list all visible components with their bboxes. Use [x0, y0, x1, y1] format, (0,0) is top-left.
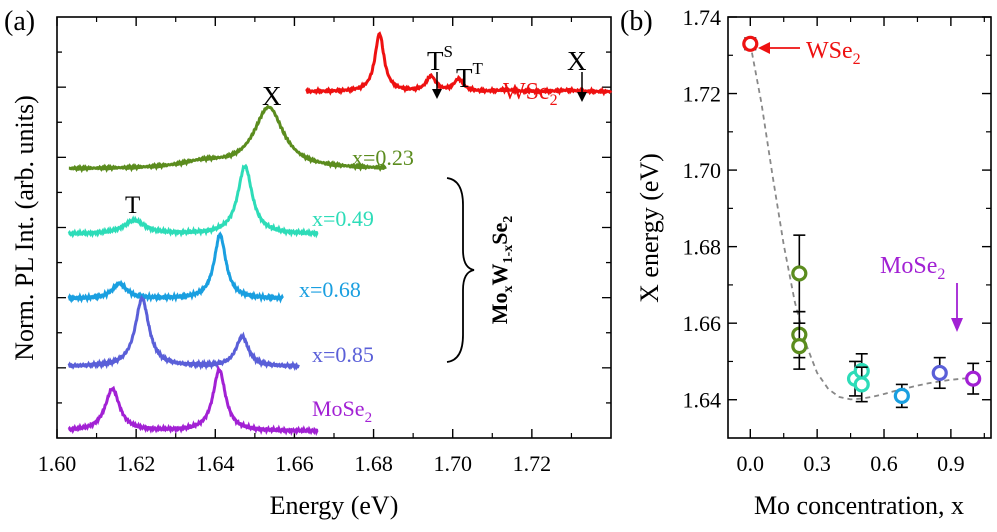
panel-a-label: (a) [4, 6, 35, 37]
panel-b-data-points [742, 35, 982, 409]
data-marker [931, 364, 948, 382]
fit-curve-line [749, 43, 974, 401]
data-marker [791, 265, 808, 282]
y-tick-label: 1.68 [683, 235, 722, 260]
spectrum-line [305, 31, 613, 97]
x-tick-label: 1.62 [117, 451, 156, 476]
data-point [791, 234, 808, 313]
x-tick-label: 0.9 [937, 451, 965, 476]
annotation-tt: TT [456, 59, 484, 93]
data-point [853, 366, 870, 403]
label-wse2-spectrum: WSe2 [503, 79, 558, 109]
y-tick-label: 1.64 [683, 388, 722, 413]
data-point [931, 356, 948, 390]
x-tick-label: 1.60 [38, 451, 77, 476]
annotation-ts: TS [427, 42, 453, 76]
y-tick-label: 1.72 [683, 82, 722, 107]
panel-a-spectra [67, 31, 613, 437]
annotation-x-wse2: X [567, 46, 587, 76]
annotation-x-peak: X [262, 81, 282, 111]
data-point [791, 322, 808, 370]
label-x085: x=0.85 [312, 342, 374, 367]
composition-label: MoxW1-xSe2 [487, 216, 516, 324]
panel-a-axes: 1.60 1.62 1.64 1.66 1.68 1.70 1.72 Energy (eV)… [10, 16, 613, 520]
y-tick-label: 1.70 [683, 158, 722, 183]
panel-b-frame [727, 16, 992, 439]
label-x049: x=0.49 [312, 206, 374, 231]
annotation-mose2-point: MoSe2 [880, 253, 963, 332]
svg-text:WSe2: WSe2 [806, 38, 861, 68]
panel-b-x-axis-title: Mo concentration, x [754, 491, 964, 520]
data-point [893, 383, 910, 409]
panel-a-y-ticks [57, 51, 611, 404]
annotation-t-peak: T [125, 192, 140, 219]
data-marker [791, 338, 808, 355]
label-mose2-spectrum: MoSe2 [312, 396, 372, 426]
curly-brace [446, 177, 475, 363]
data-point [965, 362, 982, 395]
x-tick-label: 0.3 [803, 451, 831, 476]
y-tick-label: 1.66 [683, 311, 722, 336]
x-tick-label: 1.72 [513, 451, 552, 476]
arrow-x-wse2 [577, 72, 587, 102]
y-tick-label: 1.74 [683, 5, 722, 30]
data-marker [853, 376, 870, 393]
data-marker [965, 370, 982, 387]
panel-a-y-axis-title: Norm. PL Int. (arb. units) [10, 95, 39, 361]
panel-a-x-ticks: 1.60 1.62 1.64 1.66 1.68 1.70 1.72 [38, 17, 573, 476]
x-tick-label: 0.6 [870, 451, 898, 476]
arrow-ts [432, 72, 442, 99]
svg-text:MoSe2: MoSe2 [880, 253, 945, 283]
annotation-wse2-point: WSe2 [758, 38, 861, 68]
spectrum-line [67, 294, 300, 372]
x-tick-label: 1.64 [196, 451, 235, 476]
panel-b-x-ticks: 0.0 0.3 0.6 0.9 [737, 17, 985, 476]
panel-b-y-axis-title: X energy (eV) [635, 153, 664, 303]
panel-a-x-axis-title: Energy (eV) [270, 491, 399, 520]
data-marker [893, 387, 910, 404]
spectrum-line [67, 231, 284, 304]
x-tick-label: 1.68 [354, 451, 393, 476]
panel-b-fit-curve [749, 43, 974, 401]
panel-b-y-ticks: 1.64 1.66 1.68 1.70 1.72 1.74 [683, 5, 991, 413]
panel-b-axes: 0.0 0.3 0.6 0.9 1.64 1.66 1.68 1.70 1.72 1.74 Mo… [635, 5, 992, 520]
spectrum-line [67, 163, 319, 239]
data-point [742, 35, 759, 52]
x-tick-label: 0.0 [737, 451, 765, 476]
x-tick-label: 1.66 [275, 451, 314, 476]
label-x023: x=0.23 [352, 145, 414, 170]
label-x068: x=0.68 [299, 277, 361, 302]
data-marker [742, 35, 759, 52]
x-tick-label: 1.70 [433, 451, 472, 476]
spectrum-line [67, 364, 319, 437]
panel-b-label: (b) [620, 6, 653, 37]
spectrum-line [68, 104, 387, 174]
